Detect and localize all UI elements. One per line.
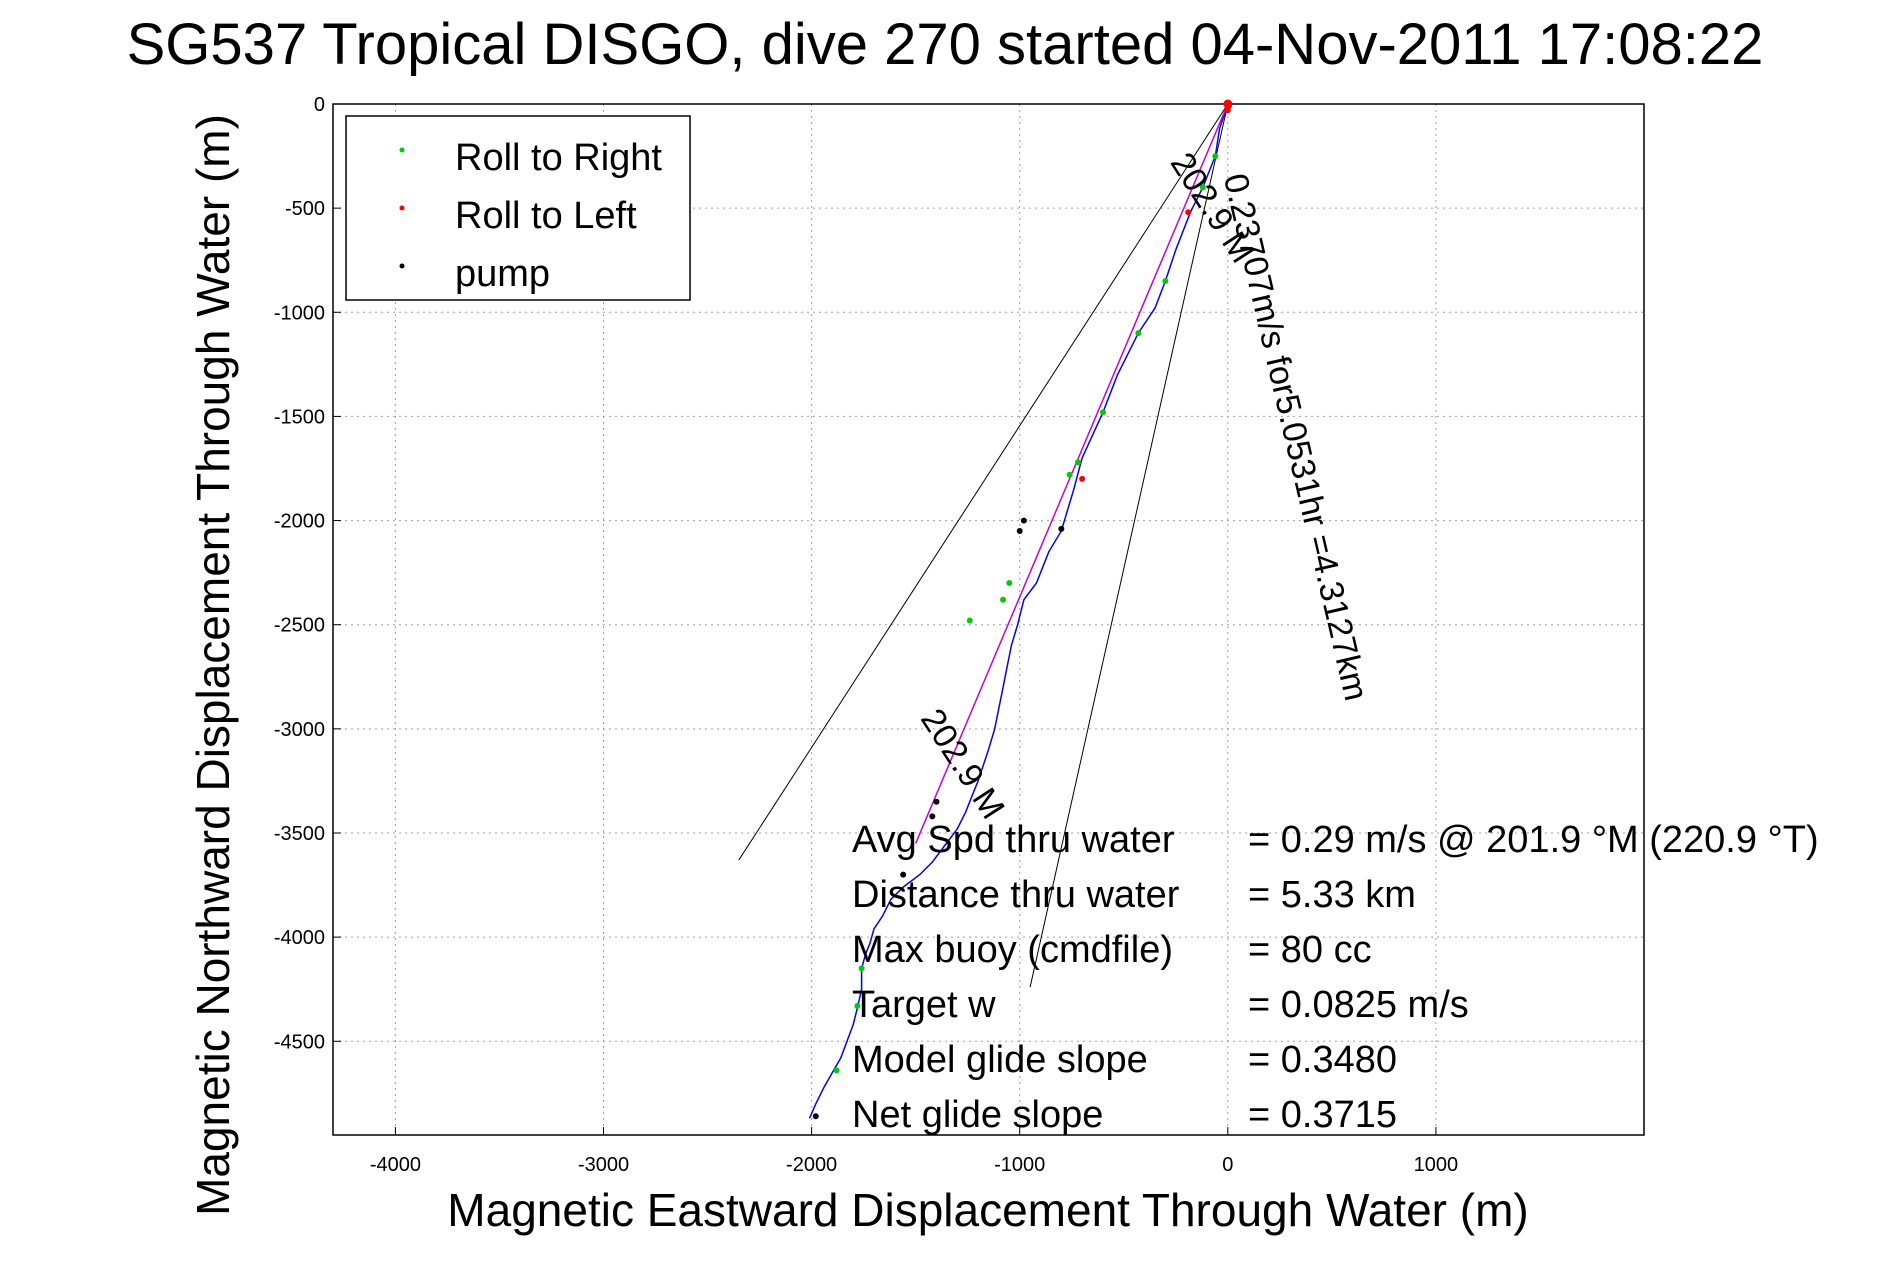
x-tick-label-5: 1000 (1414, 1154, 1459, 1176)
legend-label-pump: pump (455, 253, 550, 295)
summary-box: Avg Spd thru water = 0.29 m/s @ 201.9 °M … (852, 819, 1819, 1136)
x-tick-label-2: -2000 (786, 1154, 837, 1176)
x-axis-label: Magnetic Eastward Displacement Through W… (447, 1184, 1528, 1236)
point-pump-1 (1020, 517, 1027, 524)
x-tick-label-4: 0 (1222, 1154, 1233, 1176)
y-tick-label-4: -2000 (274, 511, 325, 533)
point-roll-left-1 (1224, 107, 1231, 114)
point-roll-right-1 (1199, 184, 1206, 191)
summary-label-5: Net glide slope (852, 1094, 1103, 1136)
point-roll-right-9 (966, 617, 973, 624)
y-tick-labels: 0 -500 -1000 -1500 -2000 -2500 -3000 -3500 -4000… (274, 94, 341, 1053)
point-roll-right-12 (833, 1067, 840, 1074)
legend-label-roll-left: Roll to Left (455, 195, 637, 237)
point-roll-right-6 (1066, 471, 1073, 478)
point-roll-right-0 (1212, 153, 1219, 160)
annotation-lines (738, 103, 1229, 988)
x-tick-label-0: -4000 (370, 1154, 421, 1176)
annotation-line-0 (738, 103, 1229, 861)
point-roll-right-11 (854, 1002, 861, 1009)
point-pump-2 (1016, 527, 1023, 534)
y-tick-label-3: -1500 (274, 406, 325, 428)
y-tick-label-9: -4500 (274, 1031, 325, 1053)
point-roll-right-10 (858, 965, 865, 972)
start-marker (1223, 99, 1233, 109)
summary-value-1: = 5.33 km (1248, 874, 1416, 916)
summary-label-4: Model glide slope (852, 1039, 1148, 1081)
point-roll-left-2 (1185, 209, 1192, 216)
y-tick-label-1: -500 (285, 198, 325, 220)
point-roll-right-5 (1074, 459, 1081, 466)
point-roll-right-2 (1162, 278, 1169, 285)
point-roll-left-3 (1079, 475, 1086, 482)
point-roll-right-8 (1000, 596, 1007, 603)
x-tick-label-3: -1000 (994, 1154, 1045, 1176)
plot-frame (332, 103, 1645, 1136)
summary-label-1: Distance thru water (852, 874, 1180, 916)
summary-value-5: = 0.3715 (1248, 1094, 1397, 1136)
summary-value-2: = 80 cc (1248, 929, 1372, 971)
y-tick-label-6: -3000 (274, 719, 325, 741)
summary-label-0: Avg Spd thru water (852, 819, 1175, 861)
rotated-labels: 202.9 M0.23707m/s for5.0531hr =4.3127km2… (913, 146, 1375, 826)
point-pump-6 (812, 1113, 819, 1120)
legend-marker-roll-left (399, 205, 405, 211)
y-tick-label-7: -3500 (274, 823, 325, 845)
legend-label-roll-right: Roll to Right (455, 137, 662, 179)
point-pump-4 (929, 813, 936, 820)
chart-title: SG537 Tropical DISGO, dive 270 started 0… (127, 12, 1764, 77)
y-axis-label: Magnetic Northward Displacement Through … (187, 114, 239, 1216)
summary-label-3: Target w (852, 984, 996, 1026)
x-tick-label-1: -3000 (578, 1154, 629, 1176)
y-tick-label-0: 0 (314, 94, 325, 116)
y-tick-label-2: -1000 (274, 302, 325, 324)
point-pump-3 (933, 798, 940, 805)
y-tick-label-8: -4000 (274, 927, 325, 949)
summary-value-0: = 0.29 m/s @ 201.9 °M (220.9 °T) (1248, 819, 1819, 861)
point-roll-right-7 (1006, 580, 1013, 587)
summary-value-4: = 0.3480 (1248, 1039, 1397, 1081)
summary-label-2: Max buoy (cmdfile) (852, 929, 1173, 971)
rotated-label-1: 0.23707m/s for5.0531hr =4.3127km (1216, 170, 1375, 704)
legend-marker-roll-right (399, 147, 405, 153)
annotation-line-1 (1029, 103, 1229, 988)
legend: Roll to Right Roll to Left pump (345, 115, 691, 301)
point-pump-0 (1058, 525, 1065, 532)
point-roll-right-3 (1135, 330, 1142, 337)
series-line-0 (808, 103, 1229, 1119)
summary-value-3: = 0.0825 m/s (1248, 984, 1469, 1026)
y-tick-label-5: -2500 (274, 615, 325, 637)
marker-points (812, 99, 1233, 1120)
legend-marker-pump (399, 263, 405, 269)
point-pump-5 (900, 871, 907, 878)
x-tick-labels: -4000 -3000 -2000 -1000 0 1000 (370, 1127, 1458, 1176)
point-roll-right-4 (1099, 409, 1106, 416)
